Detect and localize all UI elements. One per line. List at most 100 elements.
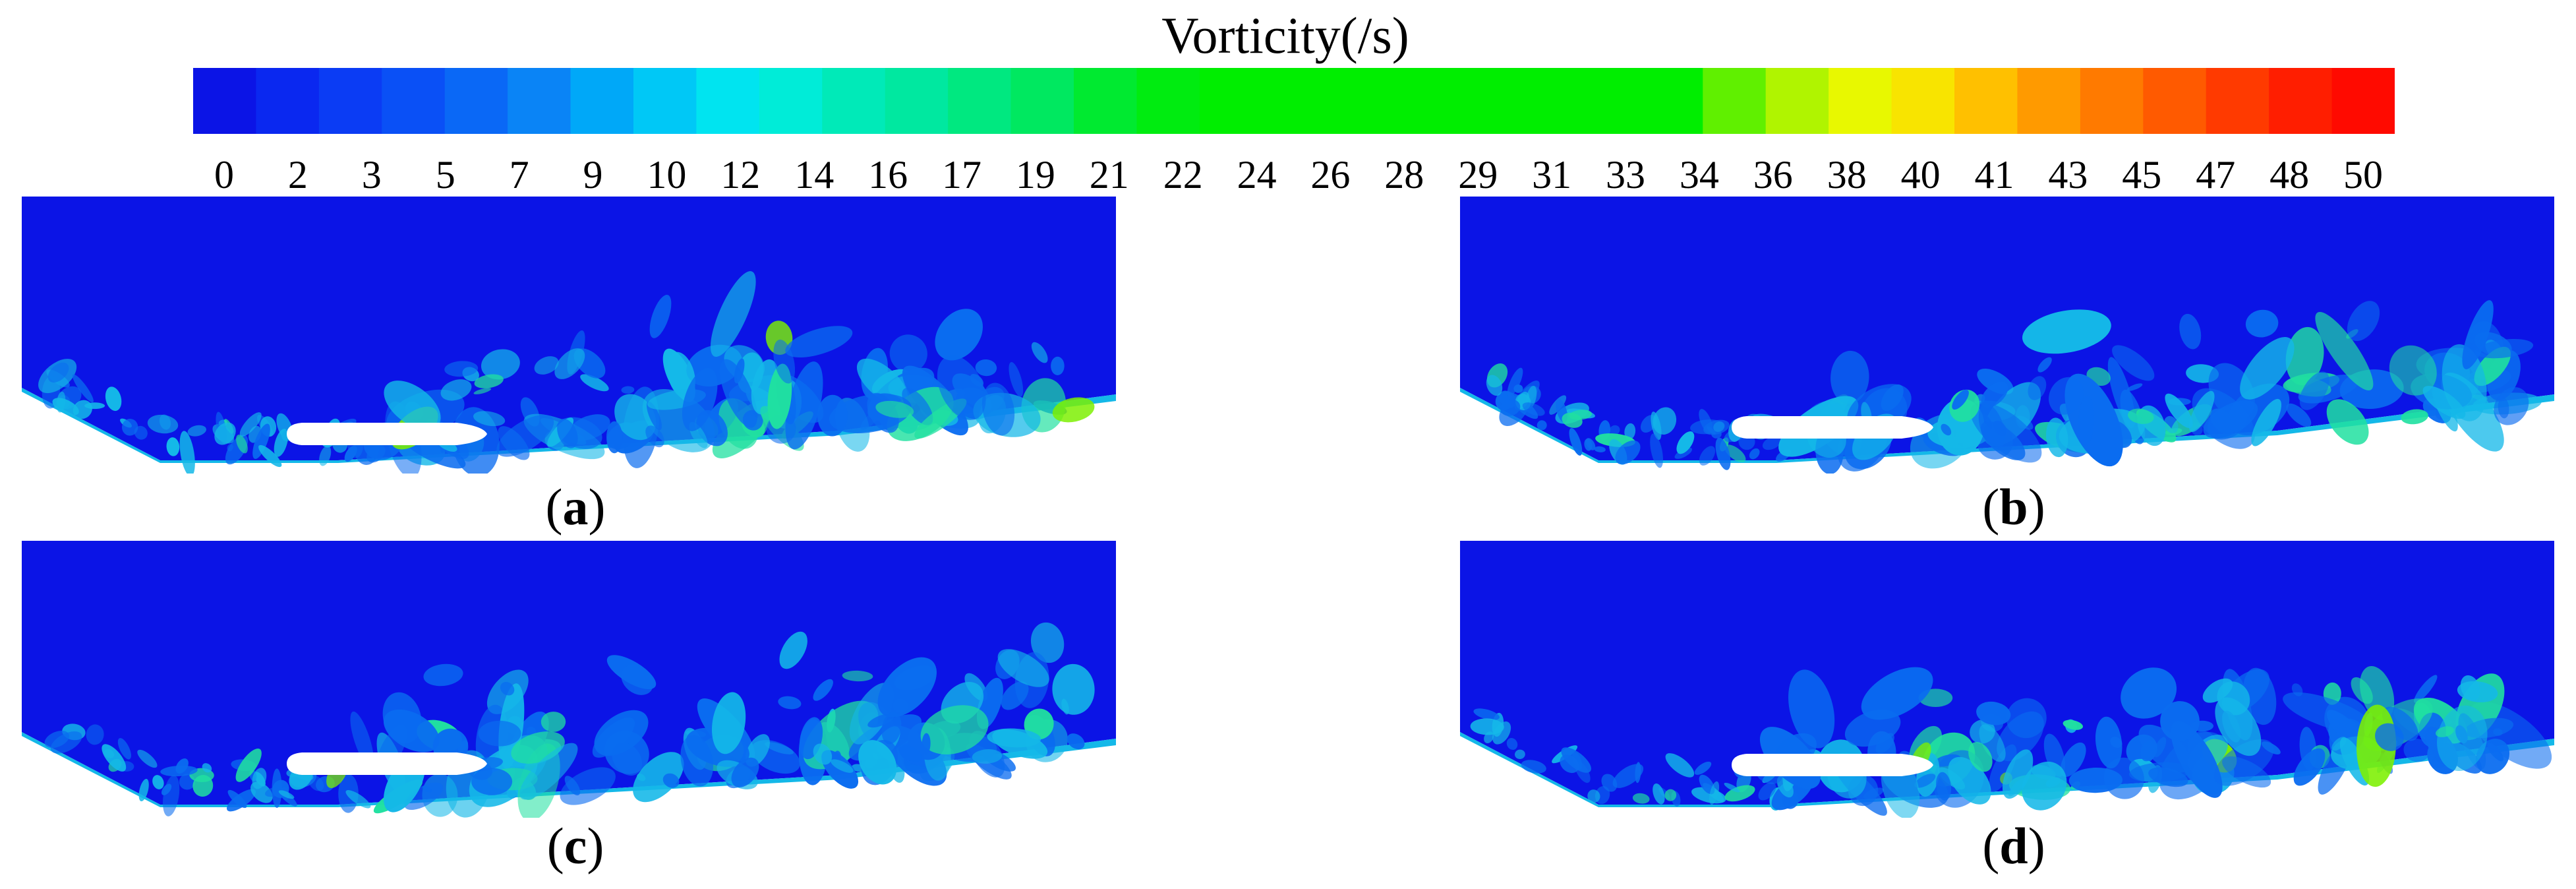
vortex-blob	[252, 423, 270, 459]
vortex-blob	[423, 663, 463, 687]
vortex-blob	[2286, 403, 2312, 427]
vortex-blob	[606, 421, 623, 454]
caption-c: (c)	[546, 817, 604, 874]
vortex-blob	[2240, 337, 2295, 400]
vortex-blob	[2165, 393, 2193, 429]
hydrofoil-body	[1732, 754, 1933, 776]
colorbar-swatch	[1074, 68, 1138, 134]
colorbar-swatch	[1136, 68, 1200, 134]
vortex-blob	[2347, 301, 2380, 342]
vortex-blob	[773, 339, 796, 384]
vortex-blob	[187, 425, 206, 437]
vortex-blob	[1788, 669, 1835, 749]
colorbar-tick-label: 34	[1679, 153, 1719, 197]
colorbar-swatch	[2206, 68, 2269, 134]
colorbar-tick-label: 10	[647, 153, 687, 197]
colorbar-tick-label: 19	[1015, 153, 1055, 197]
colorbar-tick-label: 26	[1310, 153, 1351, 197]
vortex-blob	[2285, 326, 2324, 386]
vortex-blob	[1997, 711, 2044, 762]
vortex-blob	[2022, 309, 2111, 354]
vortex-blob	[2360, 665, 2395, 721]
vortex-blob	[1699, 446, 1716, 466]
vortex-blob	[214, 422, 236, 445]
vortex-blob	[889, 334, 927, 373]
vortex-blob	[1968, 742, 1993, 772]
vortex-blob	[1051, 356, 1065, 376]
vortex-blob	[2068, 767, 2122, 793]
vortex-blob	[2022, 761, 2067, 811]
vortex-blob	[383, 709, 440, 752]
vortex-blob	[881, 712, 902, 745]
vortex-blob	[2078, 395, 2095, 447]
colorbar-swatch	[633, 68, 697, 134]
vortex-blob	[1594, 446, 1606, 452]
vortex-blob	[384, 381, 441, 430]
vortex-blob	[1861, 667, 1933, 720]
vorticity-field-a	[22, 197, 1116, 474]
vortex-blob	[2002, 749, 2034, 799]
vortex-blob	[179, 431, 195, 474]
colorbar-swatch	[193, 68, 257, 134]
vortex-blob	[2487, 743, 2504, 762]
colorbar-swatch	[382, 68, 446, 134]
vortex-blob	[2382, 706, 2418, 741]
colorbar-swatch	[318, 68, 383, 134]
vortex-blob	[2414, 675, 2438, 703]
flow-domain	[1460, 541, 2554, 805]
vortex-blob	[478, 720, 521, 747]
vortex-blob	[734, 358, 745, 384]
vortex-blob	[2121, 667, 2177, 719]
vortex-blob	[2213, 739, 2274, 786]
colorbar-swatch	[1514, 68, 1578, 134]
colorbar-swatch	[1891, 68, 1955, 134]
vortex-blob	[105, 386, 122, 412]
vortex-blob	[2401, 409, 2428, 425]
vortex-blob	[1665, 753, 1695, 778]
vortex-blob	[1970, 402, 2042, 463]
colorbar-swatch	[1703, 68, 1767, 134]
vortex-blob	[647, 401, 662, 431]
colorbar-tick-label: 22	[1163, 153, 1203, 197]
colorbar-tick-label: 2	[287, 153, 308, 197]
vortex-blob	[785, 326, 853, 357]
vortex-blob	[2389, 345, 2437, 396]
colorbar-tick-label: 16	[868, 153, 908, 197]
colorbar-tick-label: 9	[583, 153, 603, 197]
panel-d	[1460, 541, 2554, 818]
vortex-blob	[519, 743, 578, 800]
colorbar-tick-label: 5	[435, 153, 455, 197]
vortex-blob	[274, 429, 289, 457]
vortex-blob	[2037, 357, 2052, 373]
vortex-blob	[226, 789, 256, 812]
colorbar-swatch	[1954, 68, 2018, 134]
vortex-blob	[2202, 678, 2233, 703]
vortex-blob	[138, 778, 149, 802]
vortex-blob	[2110, 737, 2122, 749]
vortex-blob	[1052, 663, 1095, 715]
vortex-blob	[975, 359, 997, 377]
vortex-blob	[997, 649, 1049, 687]
vortex-blob	[937, 355, 986, 420]
vortex-blob	[2107, 357, 2136, 429]
colorbar-swatch	[1829, 68, 1892, 134]
vortex-blob	[2112, 345, 2155, 381]
vortex-blob	[473, 411, 506, 427]
vortex-blob	[1030, 622, 1065, 663]
vortex-blob	[2315, 311, 2374, 391]
colorbar-swatch	[570, 68, 634, 134]
colorbar-swatch	[1199, 68, 1264, 134]
colorbar-tick-label: 24	[1237, 153, 1277, 197]
vortex-blob	[473, 388, 492, 394]
vortex-blob	[785, 361, 823, 450]
vortex-blob	[1507, 367, 1523, 397]
vortex-blob	[1830, 350, 1869, 404]
vortex-blob	[710, 271, 756, 357]
colorbar-swatch	[1262, 68, 1326, 134]
vortex-blob	[680, 735, 713, 787]
vortex-blob	[202, 763, 212, 773]
vortex-blob	[166, 437, 180, 456]
vortex-blob	[2203, 400, 2258, 439]
colorbar-tick-label: 21	[1089, 153, 1129, 197]
vortex-blob	[500, 682, 515, 696]
